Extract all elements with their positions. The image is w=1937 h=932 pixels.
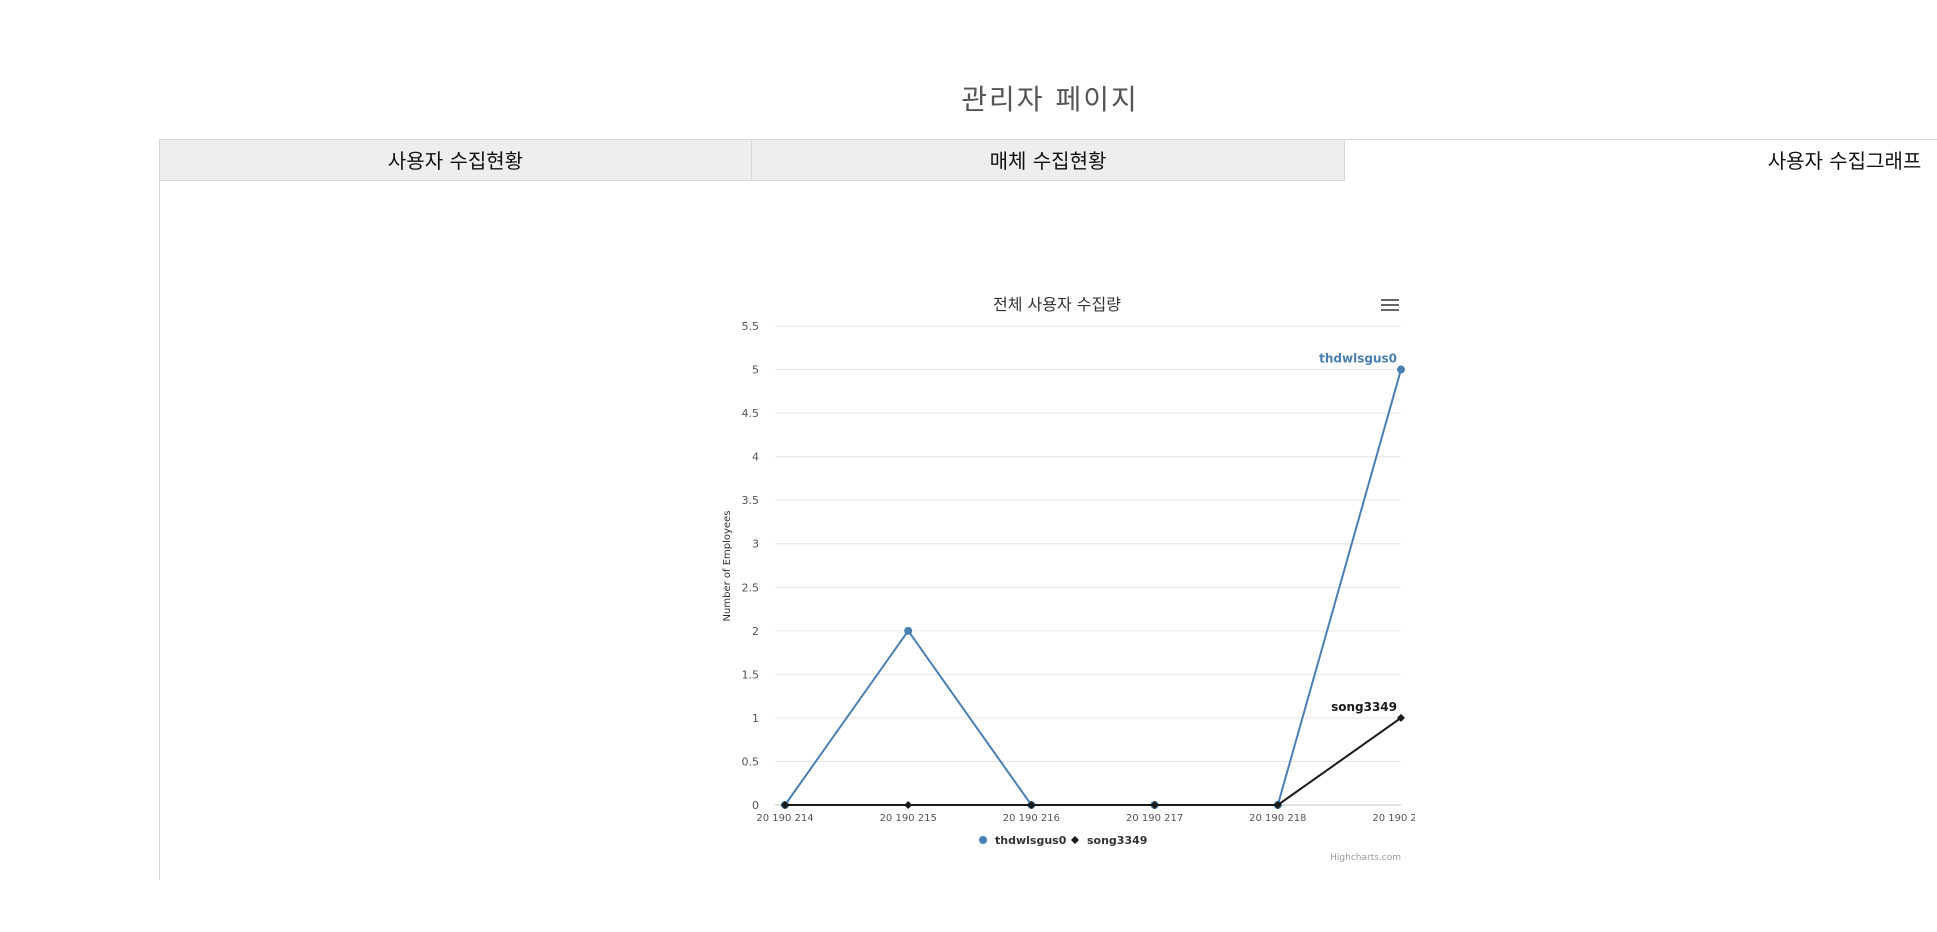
- data-point[interactable]: [1273, 801, 1282, 809]
- tab-media-collection-status[interactable]: 매체 수집현황: [752, 139, 1345, 181]
- y-tick-label: 0.5: [742, 755, 760, 768]
- x-tick-label: 20 190 215: [880, 813, 937, 824]
- x-tick-label: 20 190 219: [1372, 813, 1415, 824]
- y-tick-label: 0: [752, 799, 759, 812]
- legend-item-thdwlsgus0[interactable]: thdwlsgus0: [979, 834, 1067, 847]
- tab-user-collection-graph[interactable]: 사용자 수집그래프: [1345, 139, 1937, 181]
- y-tick-label: 5.5: [742, 320, 760, 333]
- data-point[interactable]: [1027, 801, 1036, 809]
- y-tick-label: 5: [752, 364, 759, 377]
- chart-title: 전체 사용자 수집량: [993, 295, 1121, 314]
- x-axis-ticks: 20 190 214 20 190 215 20 190 216 20 190 217…: [756, 813, 1429, 824]
- page-title: 관리자 페이지: [961, 83, 1139, 116]
- data-point[interactable]: [781, 801, 789, 809]
- chart-credit[interactable]: Highcharts.com: [1330, 853, 1401, 863]
- y-axis-label: Number of Employees: [722, 511, 733, 622]
- data-point[interactable]: [904, 626, 913, 635]
- chart-container: 전체 사용자 수집량 0 0.5 1 1.5 2 2.5 3 3.5 4 4.5 5 5.5 20 1…: [715, 286, 1430, 870]
- y-tick-label: 2.5: [742, 581, 760, 594]
- x-tick-label: 20 190 217: [1126, 813, 1183, 824]
- legend-marker: [979, 836, 987, 844]
- data-point[interactable]: [1397, 713, 1405, 722]
- y-tick-label: 1: [752, 712, 759, 725]
- series-end-label: thdwlsgus0: [1319, 352, 1397, 366]
- data-point[interactable]: [1397, 365, 1405, 374]
- data-point[interactable]: [904, 801, 913, 809]
- legend-label: thdwlsgus0: [995, 834, 1067, 847]
- series-lines: thdwlsgus0 song3349: [781, 352, 1405, 809]
- y-axis-ticks: 0 0.5 1 1.5 2 2.5 3 3.5 4 4.5 5 5.5: [742, 320, 760, 812]
- y-tick-label: 4: [752, 451, 759, 464]
- legend: thdwlsgus0 song3349: [979, 834, 1147, 847]
- series-end-label: song3349: [1331, 700, 1397, 714]
- grid-lines: [775, 325, 1401, 806]
- legend-item-song3349[interactable]: song3349: [1071, 834, 1147, 847]
- hamburger-menu-icon[interactable]: [1380, 297, 1400, 313]
- legend-marker: [1071, 836, 1079, 844]
- y-tick-label: 3: [752, 538, 759, 551]
- x-tick-label: 20 190 214: [756, 813, 813, 824]
- tab-bar: 사용자 수집현황 매체 수집현황 사용자 수집그래프: [159, 139, 1937, 182]
- line-chart: 전체 사용자 수집량 0 0.5 1 1.5 2 2.5 3 3.5 4 4.5 5 5.5 20 1…: [722, 295, 1430, 863]
- series-line-song3349: [785, 717, 1402, 806]
- y-tick-label: 1.5: [742, 668, 760, 681]
- data-point[interactable]: [1150, 801, 1159, 809]
- x-tick-label: 20 190 218: [1249, 813, 1306, 824]
- x-tick-label: 20 190 216: [1003, 813, 1060, 824]
- tab-user-collection-status[interactable]: 사용자 수집현황: [159, 139, 752, 181]
- y-tick-label: 2: [752, 625, 759, 638]
- tab-panel: [159, 181, 1937, 880]
- y-tick-label: 4.5: [742, 407, 760, 420]
- legend-label: song3349: [1087, 834, 1147, 847]
- y-tick-label: 3.5: [742, 494, 760, 507]
